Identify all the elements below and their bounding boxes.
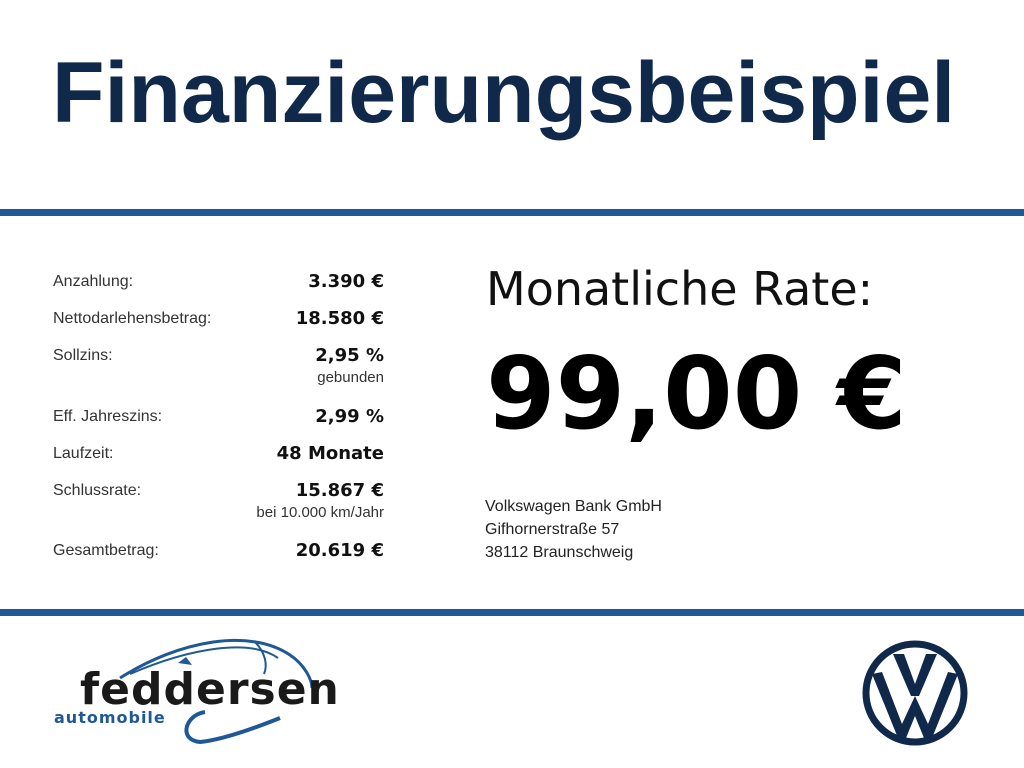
monthly-rate-label: Monatliche Rate: xyxy=(486,262,874,316)
page-title: Finanzierungsbeispiel xyxy=(52,45,956,141)
lender-street: Gifhornerstraße 57 xyxy=(485,521,620,538)
dealer-name: feddersen xyxy=(80,664,340,715)
detail-label: Schlussrate: xyxy=(53,482,142,499)
detail-label: Eff. Jahreszins: xyxy=(53,408,163,425)
monthly-rate-value: 99,00 € xyxy=(486,335,907,452)
detail-label: Sollzins: xyxy=(53,347,113,364)
dealer-tagline: automobile xyxy=(54,708,166,727)
divider-top xyxy=(0,209,1024,216)
detail-note: gebunden xyxy=(317,369,384,386)
detail-label: Nettodarlehensbetrag: xyxy=(53,310,212,327)
detail-value: 2,95 % xyxy=(315,345,384,366)
detail-value: 48 Monate xyxy=(276,443,384,464)
divider-bottom xyxy=(0,609,1024,616)
detail-label: Anzahlung: xyxy=(53,273,134,290)
detail-label: Laufzeit: xyxy=(53,445,114,462)
detail-value: 3.390 € xyxy=(308,271,384,292)
lender-address: Volkswagen Bank GmbH Gifhornerstraße 57 … xyxy=(485,495,662,564)
detail-value: 18.580 € xyxy=(295,308,384,329)
detail-value: 2,99 % xyxy=(315,406,384,427)
detail-label: Gesamtbetrag: xyxy=(53,542,159,559)
detail-value: 20.619 € xyxy=(295,540,384,561)
dealer-logo: feddersen automobile xyxy=(50,630,350,760)
detail-value: 15.867 € xyxy=(295,480,384,501)
car-swoosh-icon xyxy=(119,638,314,745)
detail-note: bei 10.000 km/Jahr xyxy=(256,504,384,521)
lender-city: 38112 Braunschweig xyxy=(485,544,634,561)
vw-logo-icon xyxy=(860,638,970,748)
lender-name: Volkswagen Bank GmbH xyxy=(485,498,662,515)
